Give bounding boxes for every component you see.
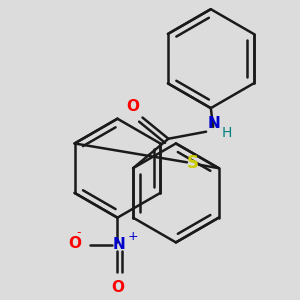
Text: H: H <box>221 126 232 140</box>
Text: O: O <box>68 236 81 251</box>
Text: -: - <box>76 226 81 239</box>
Text: O: O <box>126 99 139 114</box>
Text: S: S <box>187 154 199 172</box>
Text: O: O <box>111 280 124 295</box>
Text: N: N <box>112 237 125 252</box>
Text: +: + <box>128 230 139 243</box>
Text: N: N <box>207 116 220 130</box>
